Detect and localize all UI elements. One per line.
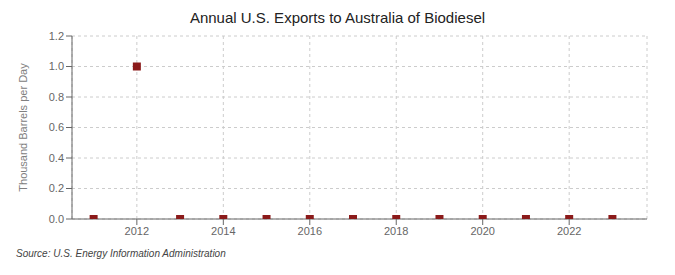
html-text:Annual U.S. Exports to Austral: Annual U.S. Exports to Australia of Biod… <box>189 9 486 26</box>
svg-text:2022: 2022 <box>557 225 581 237</box>
svg-text:2016: 2016 <box>298 225 322 237</box>
svg-text:0.8: 0.8 <box>49 91 64 103</box>
svg-text:Thousand Barrels per Day: Thousand Barrels per Day <box>17 63 29 192</box>
svg-text:0.4: 0.4 <box>49 152 64 164</box>
svg-text:1.2: 1.2 <box>49 30 64 42</box>
svg-text:0.0: 0.0 <box>49 213 64 225</box>
svg-text:2020: 2020 <box>470 225 494 237</box>
svg-text:0.2: 0.2 <box>49 182 64 194</box>
html-text:Source: U.S. Energy Informatio: Source: U.S. Energy Information Administ… <box>16 248 226 259</box>
svg-text:1.0: 1.0 <box>49 60 64 72</box>
svg-text:0.6: 0.6 <box>49 121 64 133</box>
svg-text:2012: 2012 <box>125 225 149 237</box>
svg-text:2014: 2014 <box>211 225 235 237</box>
svg-text:2018: 2018 <box>384 225 408 237</box>
